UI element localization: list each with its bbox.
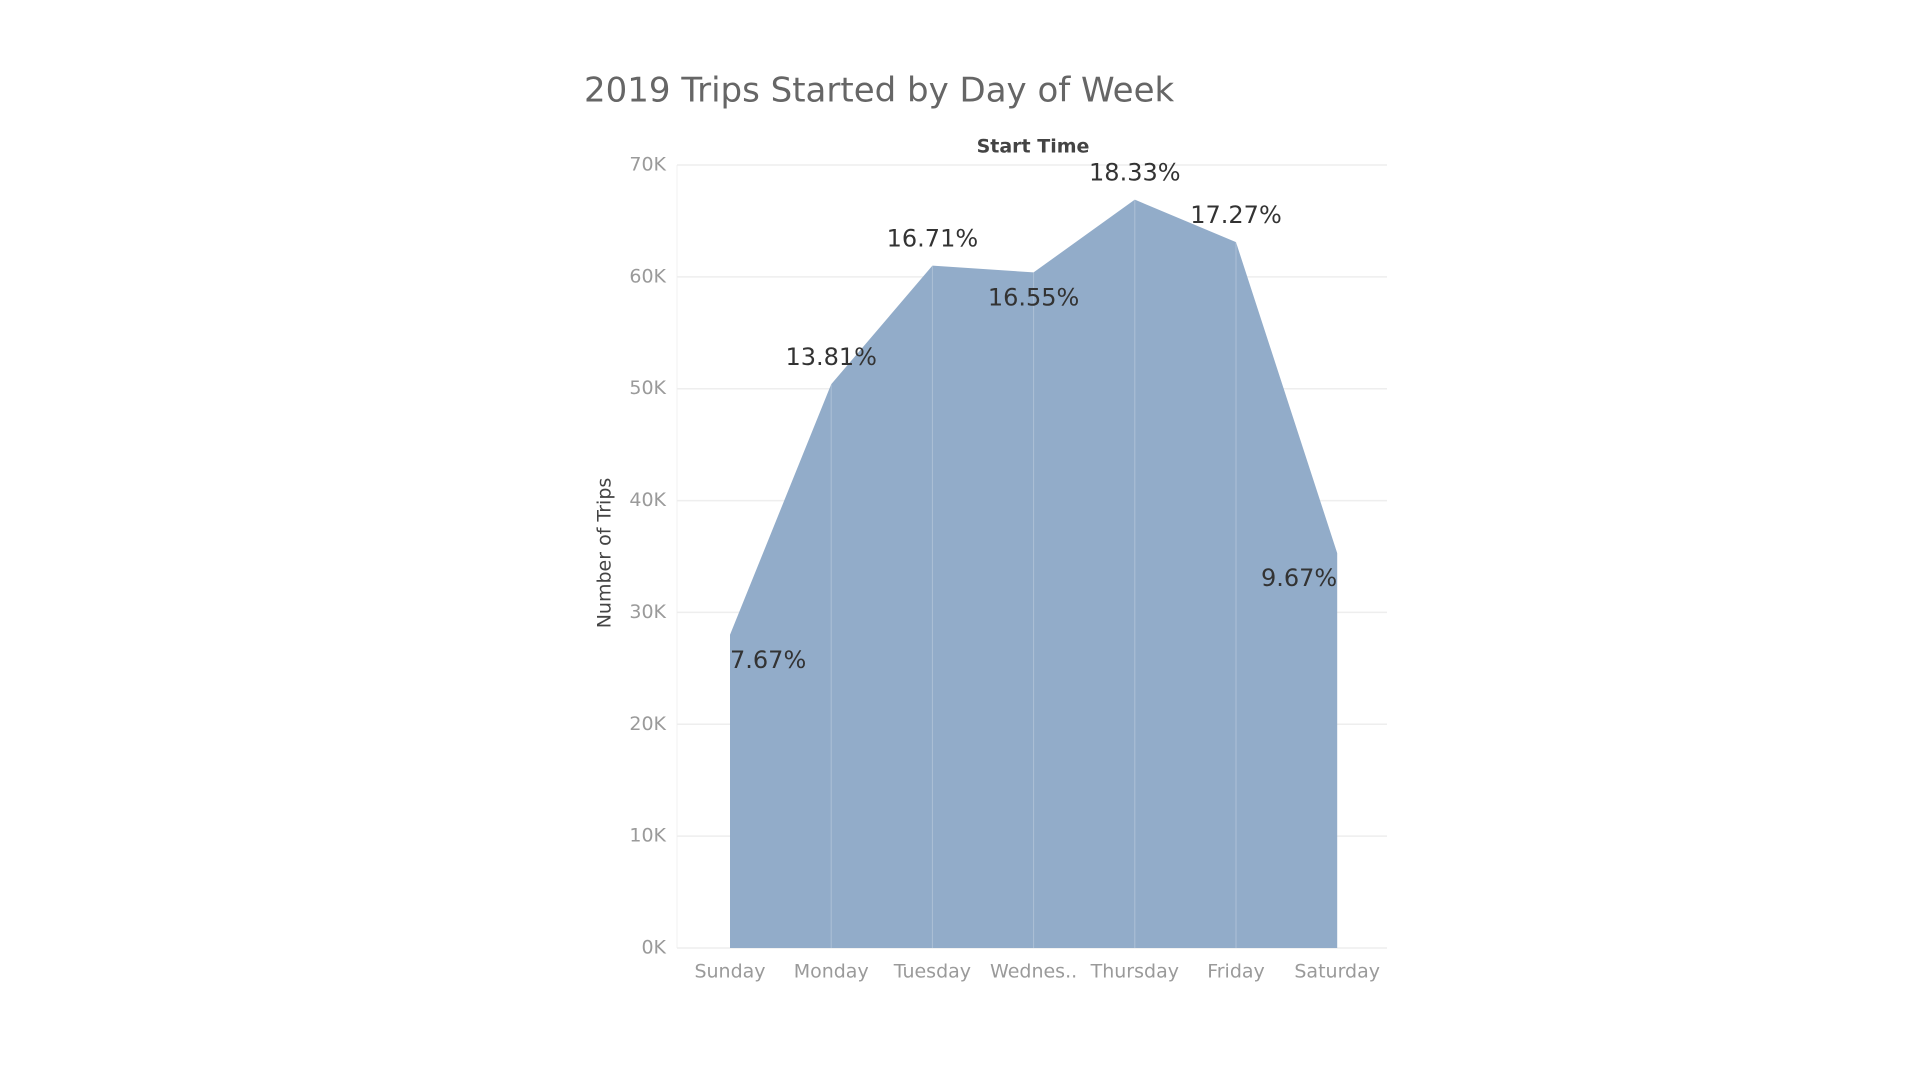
y-tick-label: 50K xyxy=(629,377,666,399)
area xyxy=(730,199,1338,948)
data-label: 16.71% xyxy=(887,225,979,253)
y-tick-label: 20K xyxy=(629,713,666,735)
x-tick-label: Monday xyxy=(794,961,869,983)
data-label: 7.67% xyxy=(730,646,806,674)
x-tick-label: Sunday xyxy=(694,961,765,983)
x-tick-label: Tuesday xyxy=(893,961,971,983)
data-label: 18.33% xyxy=(1089,159,1181,187)
data-label: 16.55% xyxy=(988,283,1080,311)
x-tick-label: Wednes.. xyxy=(990,961,1077,983)
y-tick-label: 60K xyxy=(629,265,666,287)
y-axis-title: Number of Trips xyxy=(594,478,616,629)
data-label: 17.27% xyxy=(1190,201,1282,229)
y-tick-label: 10K xyxy=(629,825,666,847)
x-tick-label: Saturday xyxy=(1294,961,1380,983)
x-tick-label: Thursday xyxy=(1090,961,1179,983)
y-tick-label: 30K xyxy=(629,601,666,623)
data-label: 9.67% xyxy=(1261,564,1337,592)
x-tick-label: Friday xyxy=(1207,961,1265,983)
y-tick-label: 70K xyxy=(629,154,666,176)
y-tick-label: 40K xyxy=(629,489,666,511)
y-tick-label: 0K xyxy=(641,937,666,959)
chart-title: 2019 Trips Started by Day of Week xyxy=(584,71,1174,111)
data-label: 13.81% xyxy=(785,343,877,371)
x-axis-title: Start Time xyxy=(977,136,1090,158)
